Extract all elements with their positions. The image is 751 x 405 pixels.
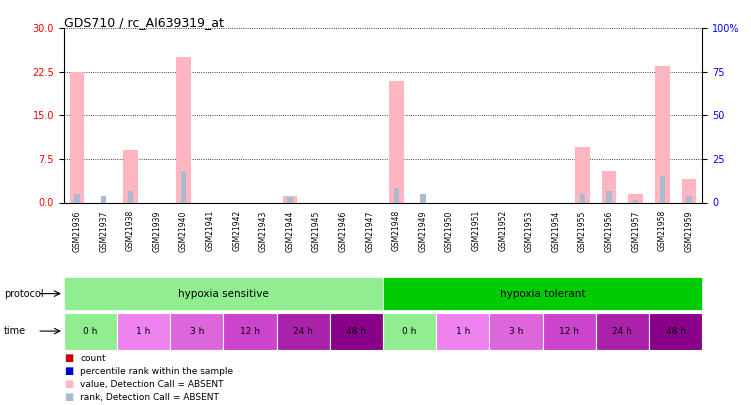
- Text: percentile rank within the sample: percentile rank within the sample: [80, 367, 234, 376]
- Bar: [659, 177, 665, 202]
- Text: 1 h: 1 h: [137, 326, 151, 336]
- Text: 24 h: 24 h: [613, 326, 632, 336]
- Bar: [224, 313, 276, 350]
- Bar: [74, 194, 80, 202]
- Bar: [580, 194, 585, 202]
- Bar: [170, 313, 224, 350]
- Text: 48 h: 48 h: [346, 326, 366, 336]
- Bar: [64, 313, 117, 350]
- Text: 48 h: 48 h: [665, 326, 686, 336]
- Bar: [282, 196, 297, 202]
- Bar: [288, 197, 293, 202]
- Bar: [602, 171, 617, 202]
- Text: 3 h: 3 h: [190, 326, 204, 336]
- Bar: [649, 313, 702, 350]
- Text: hypoxia sensitive: hypoxia sensitive: [178, 289, 269, 298]
- Bar: [596, 313, 649, 350]
- Bar: [543, 313, 596, 350]
- Bar: [682, 179, 696, 202]
- Bar: [383, 313, 436, 350]
- Text: rank, Detection Call = ABSENT: rank, Detection Call = ABSENT: [80, 393, 219, 402]
- Text: value, Detection Call = ABSENT: value, Detection Call = ABSENT: [80, 380, 224, 389]
- Bar: [421, 194, 426, 202]
- Text: ■: ■: [64, 392, 73, 402]
- Bar: [123, 150, 137, 202]
- Bar: [70, 72, 84, 202]
- Bar: [276, 313, 330, 350]
- Bar: [575, 147, 590, 202]
- Text: ■: ■: [64, 354, 73, 363]
- Text: 0 h: 0 h: [403, 326, 417, 336]
- Text: 12 h: 12 h: [240, 326, 260, 336]
- Text: count: count: [80, 354, 106, 363]
- Text: 3 h: 3 h: [509, 326, 523, 336]
- Bar: [64, 277, 383, 310]
- Bar: [607, 191, 612, 202]
- Text: GDS710 / rc_AI639319_at: GDS710 / rc_AI639319_at: [64, 16, 224, 29]
- Text: 12 h: 12 h: [559, 326, 579, 336]
- Text: 1 h: 1 h: [456, 326, 470, 336]
- Text: hypoxia tolerant: hypoxia tolerant: [500, 289, 585, 298]
- Bar: [490, 313, 542, 350]
- Text: protocol: protocol: [4, 289, 44, 298]
- Bar: [629, 194, 643, 202]
- Bar: [101, 196, 107, 202]
- Bar: [117, 313, 170, 350]
- Bar: [330, 313, 383, 350]
- Text: 24 h: 24 h: [294, 326, 313, 336]
- Text: 0 h: 0 h: [83, 326, 98, 336]
- Text: ■: ■: [64, 379, 73, 389]
- Bar: [633, 200, 638, 202]
- Bar: [176, 58, 191, 202]
- Bar: [128, 191, 133, 202]
- Text: time: time: [4, 326, 26, 336]
- Bar: [686, 196, 692, 202]
- Bar: [394, 188, 399, 202]
- Bar: [436, 313, 490, 350]
- Bar: [655, 66, 670, 202]
- Bar: [383, 277, 702, 310]
- Text: ■: ■: [64, 367, 73, 376]
- Bar: [389, 81, 403, 202]
- Bar: [181, 171, 186, 202]
